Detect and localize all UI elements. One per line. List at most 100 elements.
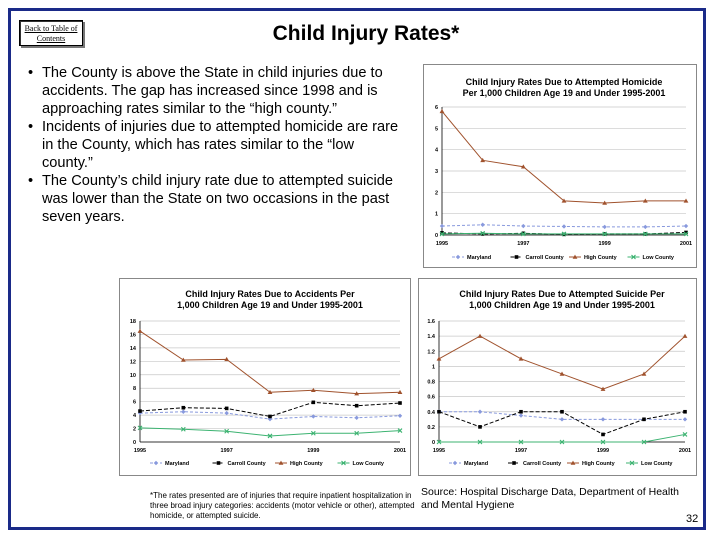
data-point [180,357,186,362]
data-point [642,231,648,237]
legend-marker [341,460,346,466]
y-tick-label: 0.6 [427,395,435,401]
data-point [439,108,445,114]
data-point [602,224,607,230]
data-point [180,426,186,432]
chart-title-line: Child Injury Rates Due to Attempted Homi… [466,77,663,87]
data-point [601,432,605,437]
x-tick-label: 1995 [134,448,146,454]
data-point [437,409,441,414]
data-point [224,356,230,362]
data-point [310,430,316,436]
data-point [559,417,565,422]
x-tick-label: 1995 [436,241,448,247]
data-point [477,409,483,414]
data-point [268,414,272,419]
data-point [398,401,402,405]
y-tick-label: 1 [432,364,435,370]
x-tick-label: 1999 [597,448,609,454]
legend-marker [631,254,636,260]
chart-title-line: 1,000 Children Age 19 and Under 1995-200… [469,300,655,310]
legend-label: Low County [353,461,385,467]
data-point [683,231,689,237]
data-point [561,224,567,229]
legend-marker [452,460,458,466]
data-point [560,409,564,414]
data-point [559,439,565,445]
chart-title-line: Child Injury Rates Due to Accidents Per [185,289,355,299]
data-point [181,409,186,414]
y-tick-label: 10 [130,373,136,379]
data-point [519,409,523,414]
page-title: Child Injury Rates* [272,22,460,45]
legend-marker [512,461,516,465]
page-number: 32 [686,513,699,525]
x-tick-label: 2001 [394,448,406,454]
y-tick-label: 8 [133,386,136,392]
chart-title-line: Child Injury Rates Due to Attempted Suic… [459,289,665,299]
data-point [477,333,483,338]
bullet-item: Incidents of injuries due to attempted h… [24,118,404,172]
data-point [684,230,688,235]
legend-marker [455,254,461,260]
data-point [683,223,689,229]
legend-label: High County [582,461,616,467]
data-point [602,231,608,237]
data-point [480,157,486,163]
legend-marker [572,254,578,259]
legend-label: Carroll County [228,461,267,467]
data-point [397,428,403,433]
x-tick-label: 1995 [433,448,445,454]
legend-marker [514,255,519,259]
x-tick-label: 2001 [680,241,692,247]
data-point [224,406,229,411]
data-point [224,410,229,416]
data-point [682,432,688,437]
data-point [138,409,142,413]
legend-label: Maryland [165,461,189,467]
data-point [641,439,647,445]
data-point [311,414,316,419]
data-point [641,371,647,376]
data-point [600,386,606,391]
data-point [682,333,688,338]
chart-accidents: Child Injury Rates Due to Accidents Per 1… [119,278,411,476]
data-point [480,230,486,236]
data-point [518,356,524,361]
data-point [181,405,186,410]
y-tick-label: 1.4 [427,334,436,340]
data-point [440,231,444,235]
data-point [561,198,567,203]
chart-title-line: 1,000 Children Age 19 and Under 1995-200… [177,300,363,310]
y-tick-label: 18 [130,319,136,325]
legend-label: Carroll County [523,461,562,467]
data-point [600,439,606,445]
x-tick-label: 2001 [679,448,691,454]
y-tick-label: 6 [435,105,438,111]
legend-marker [629,460,635,466]
y-tick-label: 14 [130,346,137,352]
data-point [354,415,359,420]
data-point [137,425,143,431]
data-point [480,222,485,227]
legend-label: High County [290,461,324,467]
data-point [436,439,442,445]
data-point [642,198,648,203]
data-point [397,413,403,418]
back-to-contents-button[interactable]: Back to Table of Contents [19,20,83,46]
data-point [267,389,273,395]
series-line-low-county [439,433,686,443]
data-point [518,439,524,445]
data-point [310,387,316,393]
chart-homicide-svg: Child Injury Rates Due to Attempted Homi… [435,77,692,261]
data-point [477,439,483,445]
y-tick-label: 5 [435,126,438,132]
series-line-low-county [139,427,401,437]
data-point [439,223,445,229]
legend-label: Maryland [464,461,488,467]
data-point [436,356,442,361]
y-tick-label: 4 [133,413,137,419]
data-point [682,417,688,422]
data-point [354,391,360,396]
